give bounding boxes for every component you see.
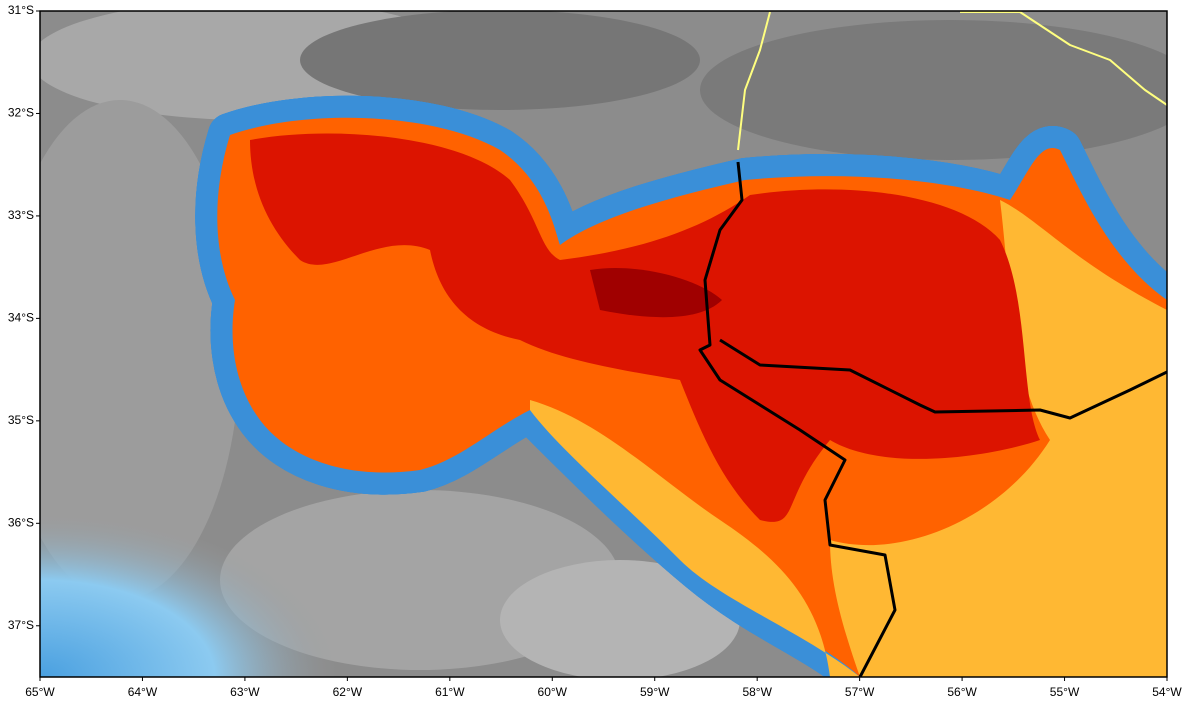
cloud-patch — [700, 20, 1167, 160]
x-tick-label: 59°W — [640, 685, 670, 699]
cloud-patch — [500, 560, 740, 677]
border-line — [960, 11, 1167, 106]
x-tick-label: 62°W — [333, 685, 363, 699]
light-orange — [830, 200, 1167, 677]
border-line — [698, 161, 897, 677]
x-tick-label: 56°W — [947, 685, 977, 699]
x-tick-label: 55°W — [1050, 685, 1080, 699]
x-tick-label: 64°W — [128, 685, 158, 699]
y-tick-label: 34°S — [8, 311, 34, 325]
x-tick-label: 63°W — [230, 685, 260, 699]
x-tick-label: 58°W — [742, 685, 772, 699]
storm-system — [217, 118, 1167, 677]
border-line — [737, 11, 771, 151]
x-tick-label: 57°W — [845, 685, 875, 699]
cloud-patch — [300, 11, 700, 110]
x-tick-label: 60°W — [538, 685, 568, 699]
borders — [698, 11, 1167, 677]
map-frame — [39, 10, 1168, 678]
x-tick-label: 61°W — [435, 685, 465, 699]
y-tick-label: 36°S — [8, 515, 34, 529]
x-tick-label: 54°W — [1152, 685, 1182, 699]
y-tick-label: 33°S — [8, 208, 34, 222]
light-orange — [530, 400, 860, 677]
dark-red-core — [590, 268, 722, 318]
border-line — [719, 338, 1167, 420]
y-tick-label: 37°S — [8, 618, 34, 632]
y-tick-label: 35°S — [8, 413, 34, 427]
x-tick-label: 65°W — [25, 685, 55, 699]
red-core — [250, 133, 1040, 522]
satellite-image — [40, 11, 1167, 677]
y-tick-label: 31°S — [8, 3, 34, 17]
y-tick-label: 32°S — [8, 106, 34, 120]
